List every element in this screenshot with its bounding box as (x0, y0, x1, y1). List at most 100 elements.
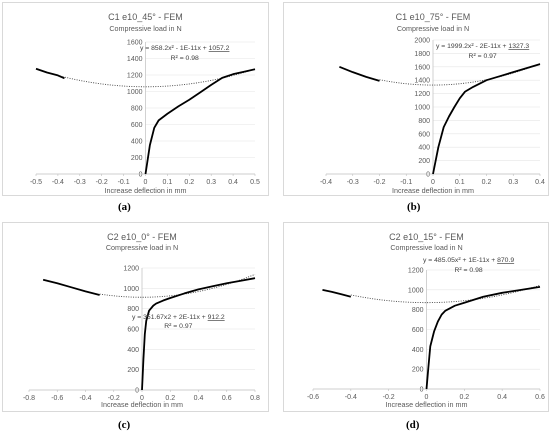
y-axis-label: Compressive load in N (106, 243, 178, 252)
x-tick-label: 0 (144, 179, 148, 186)
chart-frame-a (2, 2, 269, 196)
y-tick-label: 0 (135, 388, 139, 395)
y-tick-label: 1200 (127, 73, 143, 80)
series-negative-branch (35, 67, 65, 80)
series-positive-branch (141, 277, 256, 391)
x-tick-label: 0 (140, 395, 144, 402)
trendline (57, 68, 256, 88)
trend-equation: y = 858.2x² - 1E-11x + 1057.2 (140, 45, 230, 52)
x-tick-label: -0.4 (320, 179, 332, 186)
series-positive-branch (144, 68, 256, 175)
y-tick-label: 400 (127, 347, 139, 354)
y-tick-label: 200 (127, 367, 139, 374)
x-tick-label: -0.8 (23, 395, 35, 402)
series-negative-branch (42, 278, 100, 296)
chart-frame-b (283, 2, 549, 196)
y-tick-label: 600 (418, 131, 430, 138)
x-axis-label: Increase deflection in mm (101, 400, 183, 409)
x-axis-label: Increase deflection in mm (386, 400, 468, 409)
x-tick-label: 0.2 (165, 395, 175, 402)
y-tick-label: 1000 (414, 105, 430, 112)
x-tick-label: -0.4 (79, 395, 91, 402)
series-negative-branch (322, 288, 352, 298)
y-tick-label: 600 (127, 327, 139, 334)
x-tick-label: -0.4 (345, 394, 357, 401)
x-tick-label: 0.4 (497, 394, 507, 401)
x-tick-label: 0.2 (184, 179, 194, 186)
x-tick-label: -0.2 (96, 179, 108, 186)
x-tick-label: 0.3 (508, 179, 518, 186)
y-tick-label: 0 (139, 172, 143, 179)
x-tick-label: 0.4 (194, 395, 204, 402)
y-tick-label: 1600 (127, 40, 143, 47)
x-tick-label: -0.6 (51, 395, 63, 402)
panel-label-c: (c) (118, 419, 131, 431)
y-axis-label: Compressive load in N (390, 243, 462, 252)
x-tick-label: -0.5 (30, 179, 42, 186)
y-tick-label: 800 (131, 106, 143, 113)
x-tick-label: -0.1 (400, 179, 412, 186)
y-tick-label: 1400 (414, 78, 430, 85)
chart-frame-d (283, 222, 549, 412)
chart-d: 0 200 400 600 800 1000 1200 -0.6 -0.4 -0.2 0 0.2 0.4… (307, 232, 545, 409)
y-tick-label: 800 (127, 306, 139, 313)
y-tick-label: 800 (418, 118, 430, 125)
x-tick-label: -0.1 (118, 179, 130, 186)
x-tick-label: -0.2 (373, 179, 385, 186)
chart-title: C2 e10_0° - FEM (107, 232, 177, 242)
x-tick-label: 0.4 (535, 179, 545, 186)
x-tick-label: -0.2 (108, 395, 120, 402)
x-tick-label: 0.8 (250, 395, 260, 402)
y-axis-label: Compressive load in N (397, 24, 469, 33)
y-tick-label: 1000 (123, 286, 139, 293)
y-axis-label: Compressive load in N (109, 24, 181, 33)
x-tick-label: 0.6 (535, 394, 545, 401)
y-tick-label: 1000 (127, 89, 143, 96)
y-tick-label: 1200 (123, 266, 139, 273)
x-axis-label: Increase deflection in mm (105, 186, 187, 195)
x-tick-label: 0.2 (482, 179, 492, 186)
x-tick-label: 0.3 (206, 179, 216, 186)
x-tick-label: -0.6 (307, 394, 319, 401)
x-axis-label: Increase deflection in mm (392, 186, 474, 195)
chart-frame-c (2, 222, 269, 412)
y-tick-label: 1400 (127, 56, 143, 63)
trend-equation: y = 351.67x2 + 2E-11x + 912.2 (132, 314, 225, 321)
x-tick-label: -0.4 (52, 179, 64, 186)
panel-label-a: (a) (118, 201, 131, 213)
series-positive-branch (432, 63, 541, 175)
x-tick-label: 0 (431, 179, 435, 186)
x-tick-label: 0.4 (228, 179, 238, 186)
y-tick-label: 400 (131, 139, 143, 146)
y-tick-label: 0 (426, 172, 430, 179)
r-squared: R² = 0.98 (454, 267, 482, 274)
x-tick-label: -0.3 (74, 179, 86, 186)
panel-label-d: (d) (406, 419, 420, 431)
trendline (350, 284, 541, 304)
y-tick-label: 400 (412, 347, 424, 354)
y-tick-label: 600 (412, 327, 424, 334)
y-tick-label: 400 (418, 145, 430, 152)
r-squared: R² = 0.97 (164, 323, 192, 330)
r-squared: R² = 0.97 (469, 53, 497, 60)
chart-title: C1 e10_75° - FEM (396, 12, 471, 22)
panel-label-b: (b) (407, 201, 421, 213)
x-tick-label: 0.6 (222, 395, 232, 402)
y-tick-label: 1800 (414, 51, 430, 58)
r-squared: R² = 0.98 (171, 55, 199, 62)
trend-equation: y = 1999.2x² - 2E-11x + 1327.3 (436, 43, 529, 50)
x-tick-label: -0.3 (347, 179, 359, 186)
y-tick-label: 2000 (414, 38, 430, 45)
y-tick-label: 800 (412, 307, 424, 314)
x-tick-label: 0 (425, 394, 429, 401)
chart-title: C2 e10_15° - FEM (389, 232, 464, 242)
y-tick-label: 200 (131, 155, 143, 162)
y-tick-label: 600 (131, 122, 143, 129)
y-tick-label: 200 (412, 367, 424, 374)
y-tick-label: 200 (418, 158, 430, 165)
x-tick-label: -0.2 (383, 394, 395, 401)
x-tick-label: 0.1 (455, 179, 465, 186)
y-tick-label: 0 (420, 387, 424, 394)
x-tick-label: 0.2 (459, 394, 469, 401)
x-tick-label: 0.1 (163, 179, 173, 186)
